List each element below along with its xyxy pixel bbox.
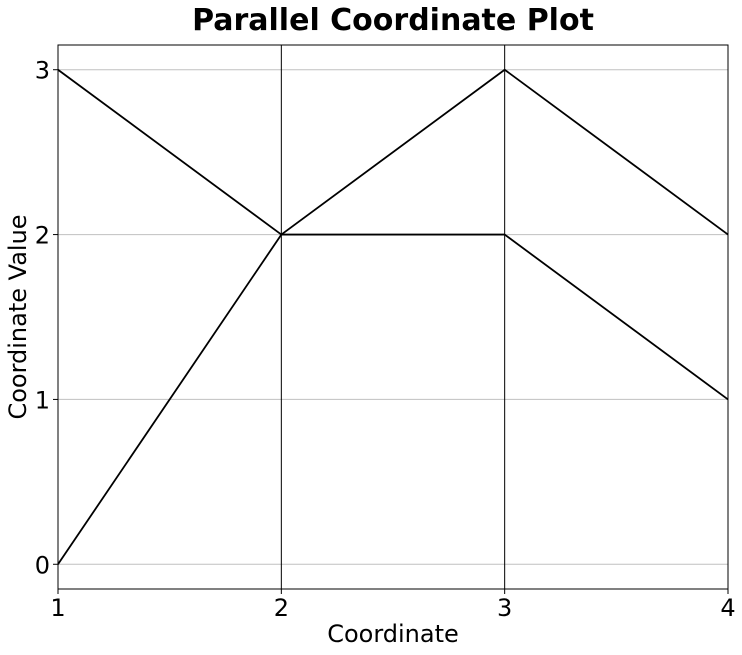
chart-title: Parallel Coordinate Plot bbox=[192, 3, 594, 38]
y-tick-label-3: 3 bbox=[35, 57, 50, 85]
x-tick-label-1: 1 bbox=[50, 594, 65, 622]
series-layer bbox=[57, 68, 729, 565]
x-tick-label-2: 2 bbox=[274, 594, 289, 622]
y-tick-label-0: 0 bbox=[35, 551, 50, 579]
series-line-1 bbox=[57, 68, 729, 236]
x-axis-label: Coordinate bbox=[327, 620, 459, 648]
y-tick-label-1: 1 bbox=[35, 386, 50, 414]
y-axis-label: Coordinate Value bbox=[4, 214, 32, 419]
series-line-2 bbox=[57, 233, 729, 565]
x-tick-label-3: 3 bbox=[497, 594, 512, 622]
plot-frame bbox=[57, 44, 729, 590]
x-tick-label-4: 4 bbox=[720, 594, 735, 622]
y-tick-label-2: 2 bbox=[35, 222, 50, 250]
vertical-axes-layer bbox=[57, 45, 729, 589]
